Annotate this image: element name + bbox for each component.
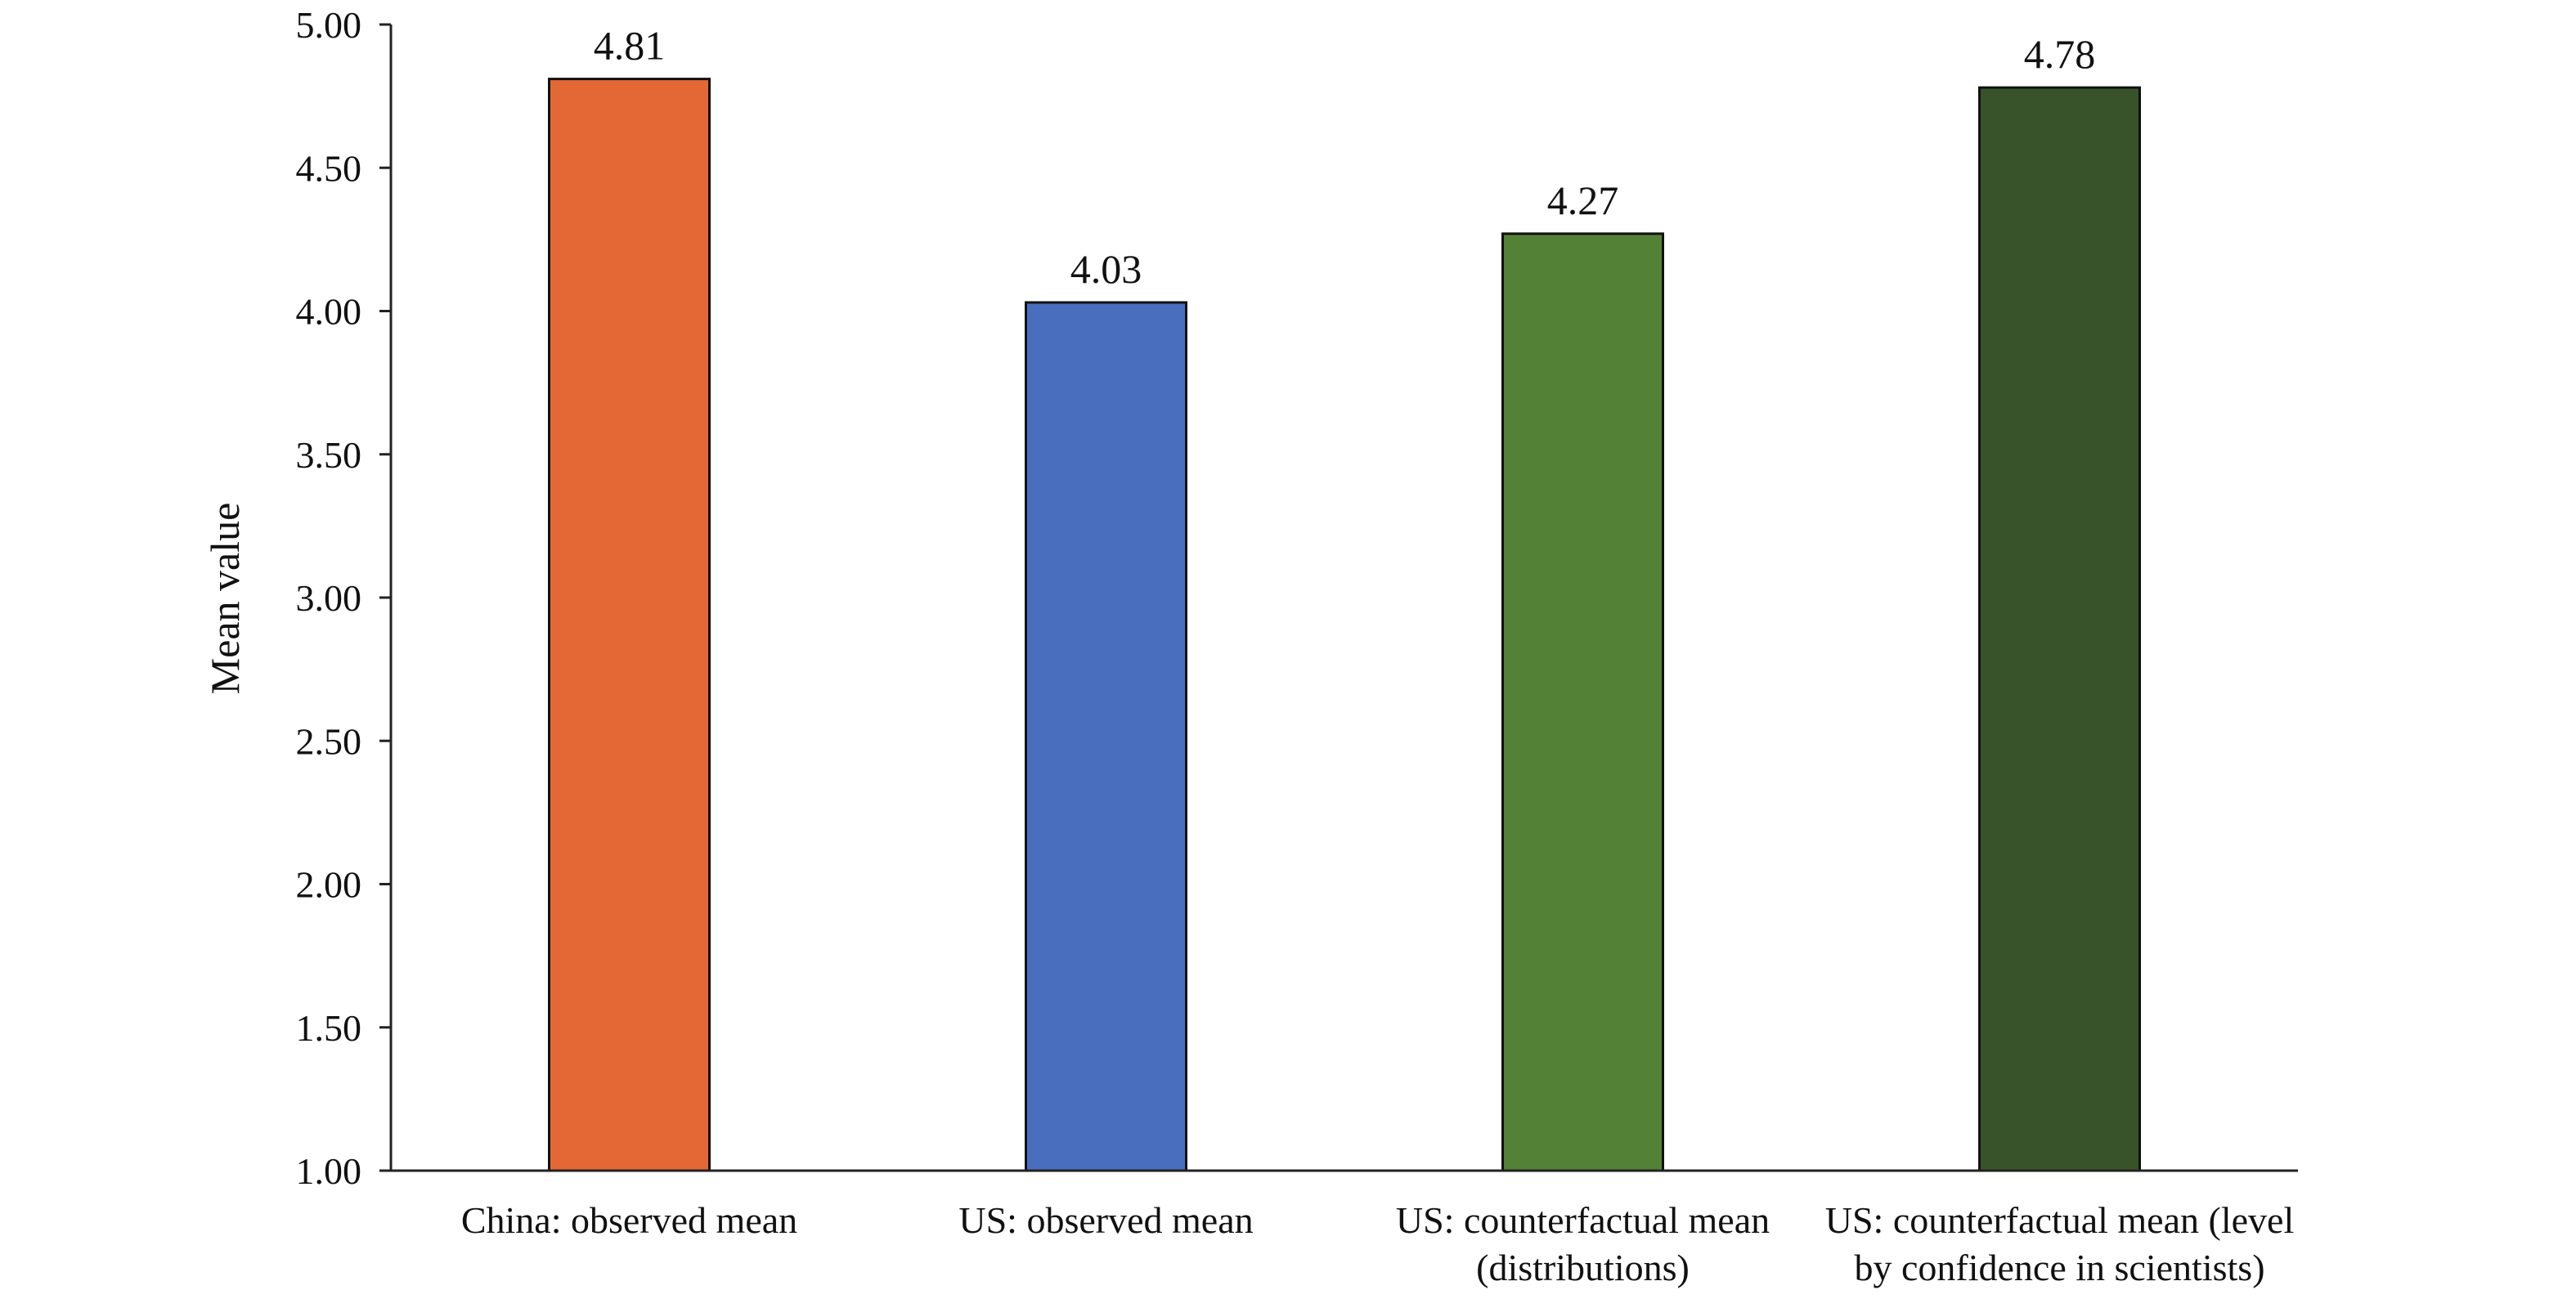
y-tick-label: 1.00: [296, 1150, 362, 1192]
y-axis-title: Mean value: [202, 503, 248, 695]
category-label: China: observed mean: [461, 1199, 797, 1241]
data-label: 4.78: [2024, 31, 2096, 77]
bar: [1025, 301, 1187, 1172]
labels-layer: 4.81 China: observed mean 4.03 US: observed…: [461, 23, 2294, 1288]
category-label: by confidence in scientists): [1854, 1247, 2264, 1288]
y-tick-label: 4.50: [296, 147, 362, 189]
y-tick-label: 4.00: [296, 291, 362, 333]
y-tick-label: 1.50: [296, 1007, 362, 1049]
data-label: 4.81: [594, 23, 666, 69]
bar: [548, 78, 711, 1172]
data-label: 4.03: [1070, 246, 1142, 292]
bar: [1978, 86, 2141, 1172]
category-label: US: counterfactual mean (level: [1825, 1199, 2294, 1241]
data-label: 4.27: [1547, 177, 1619, 223]
y-tick-label: 2.50: [296, 720, 362, 762]
y-tick-label: 3.50: [296, 434, 362, 476]
category-label: US: counterfactual mean: [1396, 1199, 1770, 1241]
category-label: (distributions): [1476, 1247, 1690, 1288]
y-tick-label: 3.00: [296, 577, 362, 619]
y-tick-label: 5.00: [296, 4, 362, 46]
axes-layer: 1.00 1.50 2.00 2.50 3.00 3.50 4.00 4.50 5.00: [296, 4, 2298, 1192]
bars-layer: [548, 78, 2141, 1172]
bar: [1501, 232, 1664, 1172]
category-label: US: observed mean: [958, 1199, 1253, 1241]
y-tick-label: 2.00: [296, 864, 362, 906]
